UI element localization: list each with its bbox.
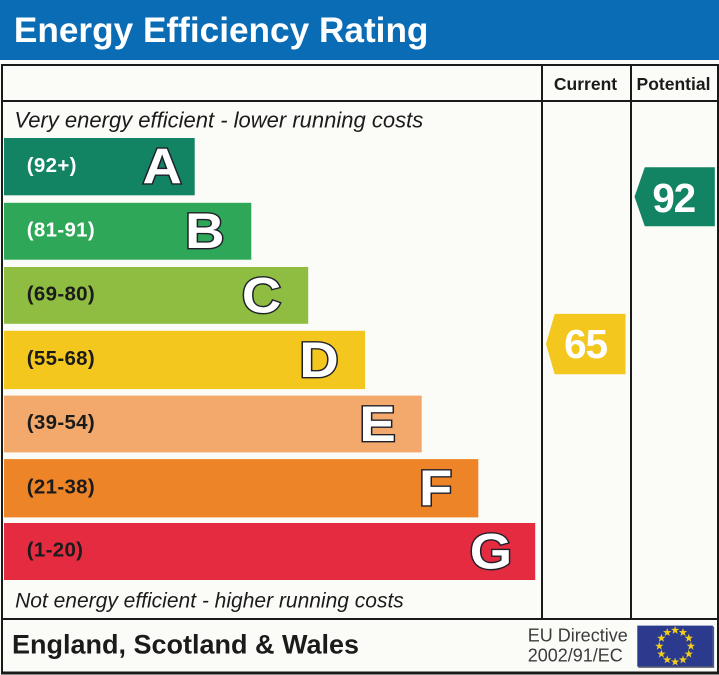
svg-text:Energy Efficiency Rating: Energy Efficiency Rating <box>14 11 429 50</box>
svg-text:G: G <box>470 523 512 580</box>
svg-text:A: A <box>143 138 182 195</box>
svg-text:(69-80): (69-80) <box>27 283 95 306</box>
svg-text:C: C <box>242 267 281 324</box>
svg-text:England, Scotland & Wales: England, Scotland & Wales <box>12 630 359 660</box>
svg-text:F: F <box>419 460 452 517</box>
svg-text:E: E <box>359 396 395 453</box>
svg-text:Not energy efficient - higher: Not energy efficient - higher running co… <box>15 590 404 613</box>
svg-text:(55-68): (55-68) <box>27 347 95 370</box>
svg-text:(39-54): (39-54) <box>27 411 95 434</box>
svg-text:Potential: Potential <box>637 74 711 94</box>
svg-text:65: 65 <box>564 321 607 367</box>
svg-text:92: 92 <box>652 175 695 221</box>
svg-text:(92+): (92+) <box>27 154 77 177</box>
svg-text:B: B <box>185 203 224 260</box>
svg-text:(1-20): (1-20) <box>27 539 83 562</box>
svg-text:(21-38): (21-38) <box>27 475 95 498</box>
svg-text:Current: Current <box>554 74 617 94</box>
svg-text:D: D <box>299 332 338 389</box>
svg-text:EU Directive: EU Directive <box>528 626 628 646</box>
svg-text:2002/91/EC: 2002/91/EC <box>528 646 623 666</box>
svg-text:(81-91): (81-91) <box>27 218 95 241</box>
svg-text:Very energy efficient - lower: Very energy efficient - lower running co… <box>14 107 423 132</box>
